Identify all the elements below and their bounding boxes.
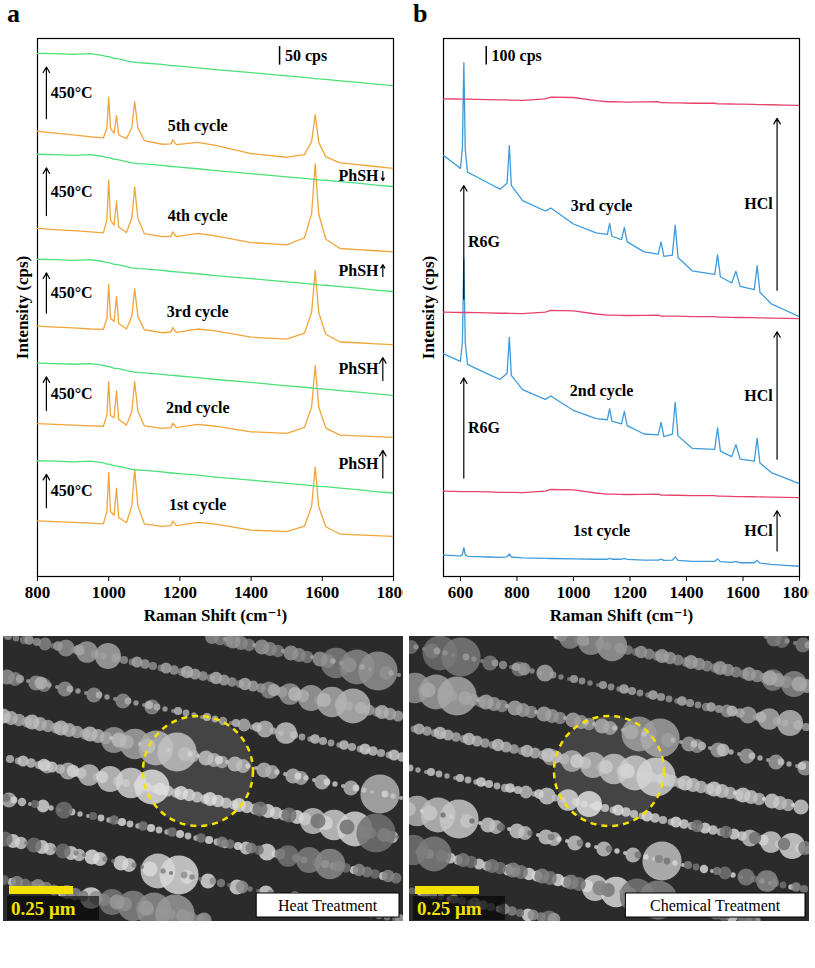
svg-text:1200: 1200 xyxy=(613,583,647,602)
svg-text:PhSH: PhSH xyxy=(339,262,380,279)
svg-text:1600: 1600 xyxy=(726,583,760,602)
svg-text:R6G: R6G xyxy=(468,419,501,436)
svg-text:5th cycle: 5th cycle xyxy=(168,117,228,135)
svg-text:450°C: 450°C xyxy=(51,84,93,101)
svg-text:0.25 μm: 0.25 μm xyxy=(417,898,482,919)
svg-text:3rd cycle: 3rd cycle xyxy=(571,197,633,215)
svg-text:2nd cycle: 2nd cycle xyxy=(166,398,230,416)
svg-text:100 cps: 100 cps xyxy=(492,47,542,65)
svg-text:HCl: HCl xyxy=(744,387,773,404)
svg-text:Raman Shift (cm⁻¹): Raman Shift (cm⁻¹) xyxy=(144,606,287,625)
svg-text:HCl: HCl xyxy=(744,522,773,539)
svg-text:Chemical Treatment: Chemical Treatment xyxy=(650,897,781,914)
svg-text:2nd cycle: 2nd cycle xyxy=(570,382,634,400)
svg-text:450°C: 450°C xyxy=(51,482,93,499)
svg-text:Intensity (cps): Intensity (cps) xyxy=(13,256,32,359)
html-text:a: a xyxy=(7,0,20,28)
svg-text:PhSH: PhSH xyxy=(339,455,380,472)
svg-text:800: 800 xyxy=(25,583,51,602)
svg-text:HCl: HCl xyxy=(744,195,773,212)
svg-text:1st cycle: 1st cycle xyxy=(573,522,630,540)
svg-text:1800: 1800 xyxy=(377,583,404,602)
svg-text:PhSH: PhSH xyxy=(339,167,380,184)
svg-text:1000: 1000 xyxy=(556,583,590,602)
svg-text:450°C: 450°C xyxy=(51,183,93,200)
svg-text:PhSH: PhSH xyxy=(339,360,380,377)
svg-text:450°C: 450°C xyxy=(51,385,93,402)
svg-text:1200: 1200 xyxy=(163,583,197,602)
svg-text:1400: 1400 xyxy=(234,583,268,602)
svg-text:4th cycle: 4th cycle xyxy=(168,207,228,225)
html-text:b: b xyxy=(413,0,428,28)
svg-text:Raman Shift (cm⁻¹): Raman Shift (cm⁻¹) xyxy=(550,606,693,625)
svg-text:600: 600 xyxy=(448,583,474,602)
svg-text:R6G: R6G xyxy=(468,233,501,250)
svg-text:50 cps: 50 cps xyxy=(285,47,327,65)
svg-text:3rd cycle: 3rd cycle xyxy=(167,303,229,321)
svg-text:1400: 1400 xyxy=(669,583,703,602)
svg-text:1600: 1600 xyxy=(305,583,339,602)
svg-text:1000: 1000 xyxy=(92,583,126,602)
svg-text:Heat Treatment: Heat Treatment xyxy=(278,897,378,914)
svg-text:Intensity (cps): Intensity (cps) xyxy=(419,256,438,359)
svg-text:1800: 1800 xyxy=(783,583,810,602)
svg-text:800: 800 xyxy=(504,583,530,602)
svg-text:450°C: 450°C xyxy=(51,284,93,301)
svg-text:1st cycle: 1st cycle xyxy=(169,496,226,514)
svg-text:0.25 μm: 0.25 μm xyxy=(11,898,76,919)
